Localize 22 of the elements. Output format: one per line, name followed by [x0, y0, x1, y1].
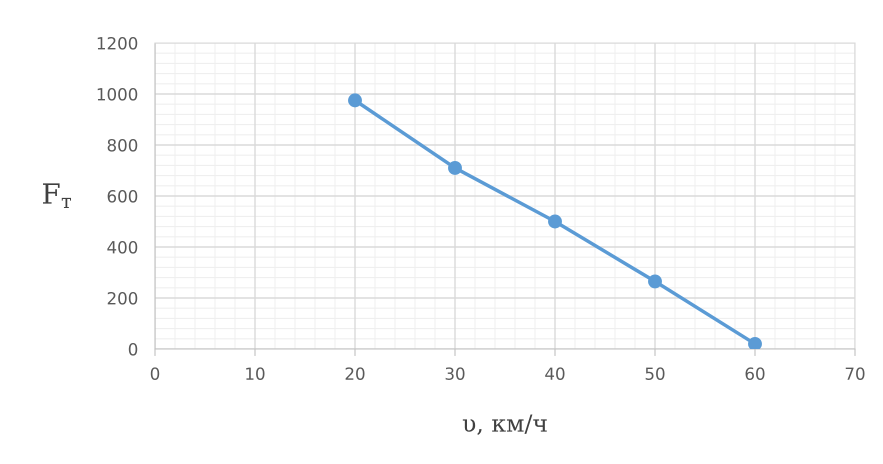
y-tick-label: 0 — [128, 342, 138, 356]
y-axis-title: F$_{т}$ — [43, 183, 72, 208]
x-tick-label: 10 — [246, 367, 264, 380]
x-axis-title: υ, км/ч — [462, 414, 547, 435]
x-tick-label: 0 — [150, 367, 160, 380]
x-tick-label: 20 — [346, 367, 364, 380]
point — [348, 93, 362, 108]
y-tick-label: 200 — [108, 292, 138, 305]
y-tick-label: 1000 — [98, 88, 138, 101]
point — [548, 214, 562, 228]
x-tick-label: 50 — [646, 367, 664, 380]
x-tick-label: 70 — [846, 367, 864, 380]
y-tick-label: 1200 — [98, 36, 138, 50]
x-tick-label: 30 — [446, 367, 464, 380]
point — [648, 274, 662, 288]
x-tick-label: 60 — [746, 367, 764, 380]
y-tick-label: 400 — [107, 240, 138, 254]
point — [448, 161, 462, 175]
x-tick-label: 40 — [545, 367, 564, 380]
y-tick-label: 600 — [108, 190, 138, 203]
point — [748, 336, 762, 349]
y-tick-label: 800 — [108, 138, 138, 152]
